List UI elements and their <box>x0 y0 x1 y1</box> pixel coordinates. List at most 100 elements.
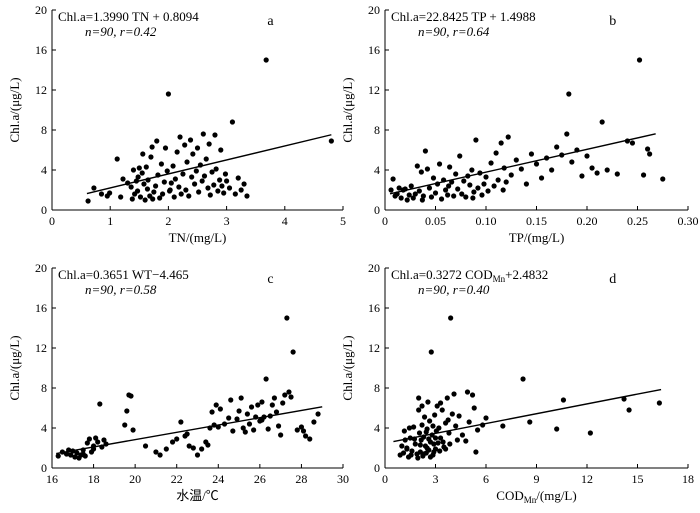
data-point <box>629 140 636 146</box>
data-point <box>265 426 271 432</box>
data-point <box>122 422 128 428</box>
y-tick-label: 12 <box>35 341 47 355</box>
data-point <box>164 168 170 174</box>
data-point <box>222 171 229 177</box>
data-point <box>150 196 156 202</box>
y-tick-label: 8 <box>41 123 47 137</box>
data-point <box>500 187 506 193</box>
x-tick-label: 5 <box>340 214 346 228</box>
x-tick-label: 0.20 <box>577 214 598 228</box>
data-point <box>186 193 192 199</box>
x-tick-label: 0.05 <box>425 214 446 228</box>
data-point <box>221 190 227 196</box>
data-point <box>206 141 212 147</box>
data-point <box>549 167 555 173</box>
data-point <box>444 395 450 401</box>
data-point <box>215 188 221 194</box>
data-point <box>449 411 455 417</box>
data-point <box>604 167 610 173</box>
data-point <box>171 194 177 200</box>
data-point <box>205 185 211 191</box>
data-point <box>177 134 183 140</box>
sample-stats: n=90, r=0.40 <box>418 282 490 297</box>
data-point <box>587 430 593 436</box>
panel-label: d <box>609 272 616 287</box>
data-point <box>423 429 429 435</box>
data-point <box>193 168 199 174</box>
x-tick-label: 20 <box>129 472 141 486</box>
data-point <box>174 149 180 155</box>
regression-equation: Chl.a=22.8425 TP + 1.4988 <box>391 9 536 24</box>
chart-panel-d: 0 3 6 9 12 15 18 0 4 8 12 16 20 CODMn/(mg/L) Chl.a/(μg… <box>340 261 694 505</box>
data-point <box>157 452 163 458</box>
data-point <box>594 170 600 176</box>
regression-equation: Chl.a=0.3272 CODMn+2.4832 <box>391 267 548 284</box>
data-point <box>461 178 467 184</box>
data-point <box>533 161 540 167</box>
data-point <box>93 435 99 441</box>
y-tick-label: 0 <box>374 461 380 475</box>
data-point <box>424 445 430 451</box>
data-point <box>505 134 511 140</box>
x-axis-title: CODMn/(mg/L) <box>496 488 576 505</box>
data-point <box>437 435 444 441</box>
x-tick-label: 18 <box>682 472 694 486</box>
data-point <box>426 185 433 191</box>
data-point <box>411 436 418 442</box>
data-point <box>427 418 433 424</box>
panel-label: c <box>267 272 273 287</box>
data-point <box>440 439 446 445</box>
data-point <box>479 192 485 198</box>
data-point <box>282 392 288 398</box>
data-point <box>454 437 460 443</box>
data-point <box>128 184 134 190</box>
x-axis-title-subscript: Mn <box>524 495 537 505</box>
data-point <box>579 173 585 179</box>
y-tick-label: 16 <box>368 301 380 315</box>
x-axis-title-tail: /(mg/L) <box>536 488 576 503</box>
data-point <box>621 396 627 402</box>
data-point <box>474 427 481 433</box>
data-point <box>90 446 97 452</box>
data-point <box>275 423 282 429</box>
data-point <box>432 412 438 418</box>
data-point <box>451 391 457 397</box>
y-tick-label: 20 <box>368 3 380 17</box>
data-point <box>419 422 425 428</box>
x-tick-label: 30 <box>337 472 349 486</box>
data-point <box>477 170 483 176</box>
data-point <box>518 166 524 172</box>
data-point <box>469 392 476 398</box>
data-point <box>161 179 167 185</box>
data-point <box>390 176 396 182</box>
data-point <box>467 182 473 188</box>
data-point <box>238 395 244 401</box>
data-point <box>645 146 651 152</box>
data-point <box>432 435 439 441</box>
data-point <box>86 436 93 442</box>
data-point <box>142 443 149 449</box>
panel-label: a <box>267 14 274 29</box>
data-point <box>448 315 454 321</box>
data-point <box>200 131 206 137</box>
y-tick-label: 0 <box>374 203 380 217</box>
data-point <box>70 448 76 454</box>
data-point <box>431 441 437 447</box>
data-point <box>209 169 215 175</box>
data-point <box>182 142 188 148</box>
data-point <box>244 411 250 417</box>
data-point <box>473 137 479 143</box>
data-point <box>475 185 481 191</box>
data-point <box>107 190 113 196</box>
data-point <box>212 132 218 138</box>
data-point <box>101 437 107 443</box>
data-point <box>133 178 139 184</box>
data-point <box>451 193 457 199</box>
x-tick-label: 0 <box>382 472 388 486</box>
regression-equation-subscript: Mn <box>493 274 506 284</box>
data-point <box>614 171 620 177</box>
data-point <box>84 440 90 446</box>
data-point <box>136 165 142 171</box>
data-point <box>209 409 215 415</box>
